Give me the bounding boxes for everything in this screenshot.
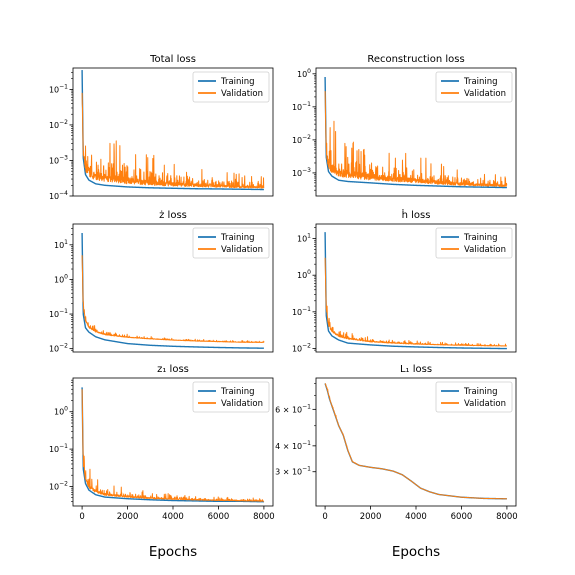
plot-frame [315,67,517,197]
series-line-validation [324,257,508,347]
plot-frame [72,67,274,197]
y-tick-label: 10−1 [49,443,68,454]
legend-box [192,381,270,413]
series-group [81,387,265,503]
legend-label-validation: Validation [221,399,263,409]
legend: Training Validation [435,381,513,413]
legend: Training Validation [192,227,270,259]
legend: Training Validation [435,227,513,259]
x-tick-label: 6000 [208,512,230,522]
series-line-training [324,77,508,189]
legend-box [435,71,513,103]
chart-panel-2: 100 10−1 10−2 10−3 Reconstruction loss Traini… [292,54,517,197]
y-tick-label: 10−1 [292,306,311,317]
x-tick-label: 6000 [451,512,473,522]
series-group [81,70,265,191]
x-tick-label: 0 [322,512,327,522]
x-tick-label: 0 [79,512,84,522]
x-tick-label: 2000 [360,512,382,522]
y-tick-label: 3 × 10−1 [275,466,311,477]
series-line-training [81,387,265,503]
y-tick-label: 10−4 [49,190,68,201]
x-tick-label: 2000 [117,512,139,522]
legend-label-validation: Validation [464,245,506,255]
legend: Training Validation [192,71,270,103]
y-tick-label: 10−3 [292,167,311,178]
x-tick-label: 8000 [253,512,275,522]
chart-title: L₁ loss [400,364,432,375]
y-tick-label: 10−1 [49,83,68,94]
legend-box [435,227,513,259]
legend-label-training: Training [463,233,498,243]
legend-label-training: Training [463,387,498,397]
legend-label-training: Training [463,77,498,87]
legend-box [435,381,513,413]
chart-panel-1: 10−1 10−2 10−3 10−4 Total loss Training Valida… [49,54,274,201]
x-axis-label-left: Epochs [149,544,197,560]
legend-label-validation: Validation [221,245,263,255]
chart-panel-3: 101 100 10−1 10−2 ż loss Training Validation [49,210,274,354]
legend-label-training: Training [220,77,255,87]
y-tick-label: 10−2 [292,134,311,145]
x-tick-label: 8000 [496,512,518,522]
y-tick-label: 100 [54,406,68,417]
series-group [324,77,508,189]
y-tick-label: 10−3 [49,154,68,165]
legend-box [192,227,270,259]
legend-label-validation: Validation [464,399,506,409]
y-tick-label: 101 [297,233,311,244]
series-line-validation [81,389,265,502]
legend-label-validation: Validation [464,89,506,99]
legend-label-training: Training [220,233,255,243]
plot-frame [315,223,517,353]
chart-title: ḣ loss [402,207,431,221]
series-line-validation [81,255,265,344]
series-line-validation [324,91,508,188]
y-tick-label: 101 [54,239,68,250]
legend-box [192,71,270,103]
x-tick-label: 4000 [405,512,427,522]
y-tick-label: 10−2 [49,119,68,130]
y-tick-label: 10−1 [292,101,311,112]
y-tick-label: 100 [297,269,311,280]
chart-title: ż loss [159,210,187,221]
legend: Training Validation [192,381,270,413]
chart-panel-4: 101 100 10−1 10−2 ḣ loss Training Validation [292,207,517,353]
x-tick-label: 4000 [162,512,184,522]
y-tick-label: 10−2 [292,342,311,353]
series-group [324,383,508,500]
y-tick-label: 4 × 10−1 [275,440,311,451]
legend-label-training: Training [220,387,255,397]
plot-frame [72,223,274,353]
legend-label-validation: Validation [221,89,263,99]
series-group [324,232,508,350]
series-line-validation [81,92,265,189]
y-tick-label: 10−2 [49,480,68,491]
y-tick-label: 100 [54,273,68,284]
chart-title: Reconstruction loss [367,54,464,65]
legend: Training Validation [435,71,513,103]
y-tick-label: 10−2 [49,343,68,354]
series-line-training [81,70,265,191]
chart-title: Total loss [149,54,196,65]
series-group [81,232,265,349]
y-tick-label: 100 [297,68,311,79]
y-tick-label: 6 × 10−1 [275,403,311,414]
chart-panel-6: 6 × 10−1 4 × 10−1 3 × 10−1 0 2000 4000 6000 800… [275,364,518,522]
series-line-validation [324,383,508,500]
chart-title: z₁ loss [157,364,189,375]
series-line-training [324,232,508,350]
x-axis-label-right: Epochs [392,544,440,560]
y-tick-label: 10−1 [49,308,68,319]
series-line-training [81,232,265,349]
